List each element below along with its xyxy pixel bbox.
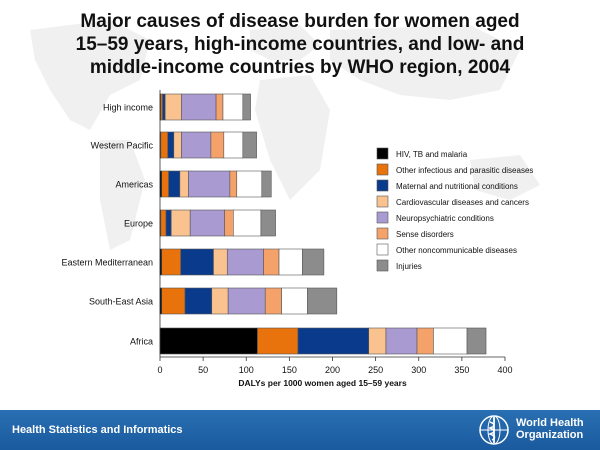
bar-high-income-cardiovascular-diseases-and-cancers <box>164 93 182 121</box>
who-name: World Health Organization <box>516 417 584 441</box>
title-line-1: Major causes of disease burden for women… <box>80 11 520 32</box>
bar-europe-injuries <box>260 209 276 237</box>
bar-south-east-asia-maternal-and-nutritional-conditions <box>184 287 213 315</box>
x-tick-label: 150 <box>282 365 297 375</box>
x-axis: 0 50 100 150 200 250 300 350 400 DALYs per 1000 w… <box>157 90 513 388</box>
bar-europe-other-infectious-and-parasitic-diseases <box>160 209 167 237</box>
bar-africa-hiv-tb-and-malaria <box>159 327 258 355</box>
legend-label-hiv-tb-and-malaria: HIV, TB and malaria <box>396 150 468 159</box>
bar-western-pacific-other-infectious-and-parasitic-diseases <box>160 131 169 159</box>
bar-africa-maternal-and-nutritional-conditions <box>297 327 370 355</box>
legend-swatch-cardiovascular-diseases-and-cancers <box>376 195 389 208</box>
legend: HIV, TB and malaria Other infectious and … <box>376 147 533 272</box>
bar-africa-neuropsychiatric-conditions <box>385 327 418 355</box>
title-line-3: middle-income countries by WHO region, 2… <box>89 57 511 78</box>
bar-eastern-mediterranean-maternal-and-nutritional-conditions <box>180 248 214 276</box>
x-tick-label: 300 <box>411 365 426 375</box>
who-emblem-icon <box>479 415 509 445</box>
legend-swatch-other-infectious-and-parasitic-diseases <box>376 163 389 176</box>
bar-south-east-asia-neuropsychiatric-conditions <box>227 287 266 315</box>
legend-label-other-noncommunicable-diseases: Other noncommunicable diseases <box>396 246 517 255</box>
legend-swatch-neuropsychiatric-conditions <box>376 211 389 224</box>
bar-western-pacific-other-noncommunicable-diseases <box>223 131 244 159</box>
bar-eastern-mediterranean-other-noncommunicable-diseases <box>278 248 303 276</box>
bar-south-east-asia-other-noncommunicable-diseases <box>281 287 308 315</box>
bar-eastern-mediterranean-injuries <box>302 248 325 276</box>
bar-eastern-mediterranean-neuropsychiatric-conditions <box>226 248 264 276</box>
x-tick-label: 100 <box>239 365 254 375</box>
bar-americas-other-infectious-and-parasitic-diseases <box>161 170 169 198</box>
legend-swatch-hiv-tb-and-malaria <box>376 147 389 160</box>
bar-south-east-asia-injuries <box>307 287 338 315</box>
category-label-western-pacific: Western Pacific <box>91 141 154 151</box>
bar-europe-other-noncommunicable-diseases <box>233 209 262 237</box>
x-tick-label: 0 <box>157 365 162 375</box>
stacked-bar-chart: High income Western Pacific Americas Europe… <box>61 90 533 388</box>
legend-label-other-infectious-and-parasitic-diseases: Other infectious and parasitic diseases <box>396 166 533 175</box>
bar-western-pacific-neuropsychiatric-conditions <box>181 131 212 159</box>
bar-africa-other-noncommunicable-diseases <box>433 327 468 355</box>
bar-europe-sense-disorders <box>224 209 234 237</box>
bar-south-east-asia-cardiovascular-diseases-and-cancers <box>211 287 229 315</box>
bar-americas-neuropsychiatric-conditions <box>188 170 231 198</box>
category-labels: High income Western Pacific Americas Europe… <box>61 103 153 347</box>
who-name-line-2: Organization <box>516 429 584 441</box>
category-label-eastern-mediterranean: Eastern Mediterranean <box>61 258 153 268</box>
x-tick-label: 350 <box>454 365 469 375</box>
bar-high-income-injuries <box>242 93 251 121</box>
bar-high-income-maternal-and-nutritional-conditions <box>162 93 166 121</box>
bar-western-pacific-injuries <box>242 131 257 159</box>
who-name-line-1: World Health <box>516 417 584 429</box>
category-label-americas: Americas <box>115 180 153 190</box>
legend-label-cardiovascular-diseases-and-cancers: Cardiovascular diseases and cancers <box>396 198 529 207</box>
title-line-2: 15–59 years, high-income countries, and … <box>75 34 525 55</box>
bar-eastern-mediterranean-cardiovascular-diseases-and-cancers <box>213 248 228 276</box>
world-map-background <box>30 20 540 250</box>
legend-swatch-other-noncommunicable-diseases <box>376 243 389 256</box>
bar-eastern-mediterranean-sense-disorders <box>263 248 280 276</box>
bar-americas-other-noncommunicable-diseases <box>236 170 263 198</box>
bar-high-income-other-noncommunicable-diseases <box>222 93 244 121</box>
bar-western-pacific-sense-disorders <box>210 131 225 159</box>
bar-americas-injuries <box>261 170 272 198</box>
bar-americas-cardiovascular-diseases-and-cancers <box>179 170 189 198</box>
legend-label-maternal-and-nutritional-conditions: Maternal and nutritional conditions <box>396 182 518 191</box>
x-tick-label: 250 <box>368 365 383 375</box>
x-tick-label: 400 <box>497 365 512 375</box>
bar-south-east-asia-other-infectious-and-parasitic-diseases <box>161 287 186 315</box>
bar-africa-injuries <box>466 327 487 355</box>
legend-swatch-sense-disorders <box>376 227 389 240</box>
bar-europe-maternal-and-nutritional-conditions <box>165 209 172 237</box>
category-label-europe: Europe <box>124 219 153 229</box>
legend-swatch-injuries <box>376 259 389 272</box>
legend-label-injuries: Injuries <box>396 262 422 271</box>
bar-americas-sense-disorders <box>229 170 238 198</box>
footer-bar: Health Statistics and Informatics World … <box>0 410 600 450</box>
bar-high-income-sense-disorders <box>215 93 224 121</box>
legend-swatch-maternal-and-nutritional-conditions <box>376 179 389 192</box>
category-label-high-income: High income <box>103 103 153 113</box>
legend-label-neuropsychiatric-conditions: Neuropsychiatric conditions <box>396 214 494 223</box>
x-axis-label: DALYs per 1000 women aged 15–59 years <box>238 378 407 388</box>
category-label-africa: Africa <box>130 337 153 347</box>
x-tick-label: 50 <box>198 365 208 375</box>
bar-western-pacific-maternal-and-nutritional-conditions <box>167 131 175 159</box>
bar-europe-cardiovascular-diseases-and-cancers <box>170 209 191 237</box>
bar-africa-sense-disorders <box>416 327 434 355</box>
bars-group <box>159 93 487 355</box>
chart-title: Major causes of disease burden for women… <box>20 10 580 79</box>
legend-label-sense-disorders: Sense disorders <box>396 230 454 239</box>
category-label-south-east-asia: South-East Asia <box>89 297 153 307</box>
x-tick-label: 200 <box>325 365 340 375</box>
bar-africa-cardiovascular-diseases-and-cancers <box>368 327 387 355</box>
bar-high-income-neuropsychiatric-conditions <box>181 93 217 121</box>
bar-eastern-mediterranean-other-infectious-and-parasitic-diseases <box>161 248 182 276</box>
bar-western-pacific-cardiovascular-diseases-and-cancers <box>173 131 182 159</box>
bar-europe-neuropsychiatric-conditions <box>189 209 225 237</box>
bar-africa-other-infectious-and-parasitic-diseases <box>257 327 299 355</box>
bar-americas-maternal-and-nutritional-conditions <box>168 170 181 198</box>
bar-south-east-asia-sense-disorders <box>264 287 282 315</box>
footer-department-text: Health Statistics and Informatics <box>12 424 183 436</box>
